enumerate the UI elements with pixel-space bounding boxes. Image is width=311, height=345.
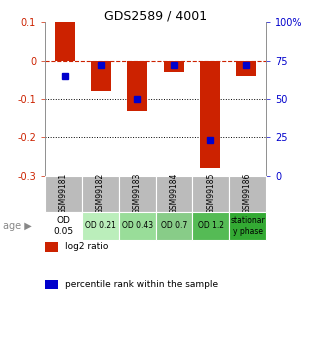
Text: GSM99184: GSM99184 [169, 173, 179, 215]
Text: age ▶: age ▶ [3, 221, 32, 231]
Bar [229, 212, 266, 240]
Bar [200, 61, 220, 168]
Bar [45, 212, 82, 240]
Text: GSM99181: GSM99181 [59, 173, 68, 215]
Text: GSM99183: GSM99183 [132, 173, 142, 215]
Bar [229, 176, 266, 212]
Bar [119, 176, 156, 212]
Bar [156, 212, 192, 240]
Text: percentile rank within the sample: percentile rank within the sample [65, 280, 218, 289]
Text: OD 1.2: OD 1.2 [198, 221, 224, 230]
Bar [119, 212, 156, 240]
Bar [236, 61, 256, 76]
Text: stationar
y phase: stationar y phase [230, 216, 265, 236]
Bar [82, 212, 119, 240]
Text: OD 0.7: OD 0.7 [161, 221, 187, 230]
Text: GSM99186: GSM99186 [243, 173, 252, 215]
Bar [192, 176, 229, 212]
Bar [128, 61, 147, 110]
Bar [45, 176, 82, 212]
Text: GSM99185: GSM99185 [206, 173, 215, 215]
Bar [156, 176, 192, 212]
Text: OD 0.43: OD 0.43 [122, 221, 153, 230]
Bar [91, 61, 111, 91]
Text: OD 0.21: OD 0.21 [85, 221, 116, 230]
Text: GSM99182: GSM99182 [96, 173, 105, 215]
Text: OD
0.05: OD 0.05 [53, 216, 74, 236]
Bar [164, 61, 183, 72]
Bar [82, 176, 119, 212]
Text: log2 ratio: log2 ratio [65, 242, 109, 251]
Bar [192, 212, 229, 240]
Bar [55, 22, 75, 61]
Title: GDS2589 / 4001: GDS2589 / 4001 [104, 9, 207, 22]
